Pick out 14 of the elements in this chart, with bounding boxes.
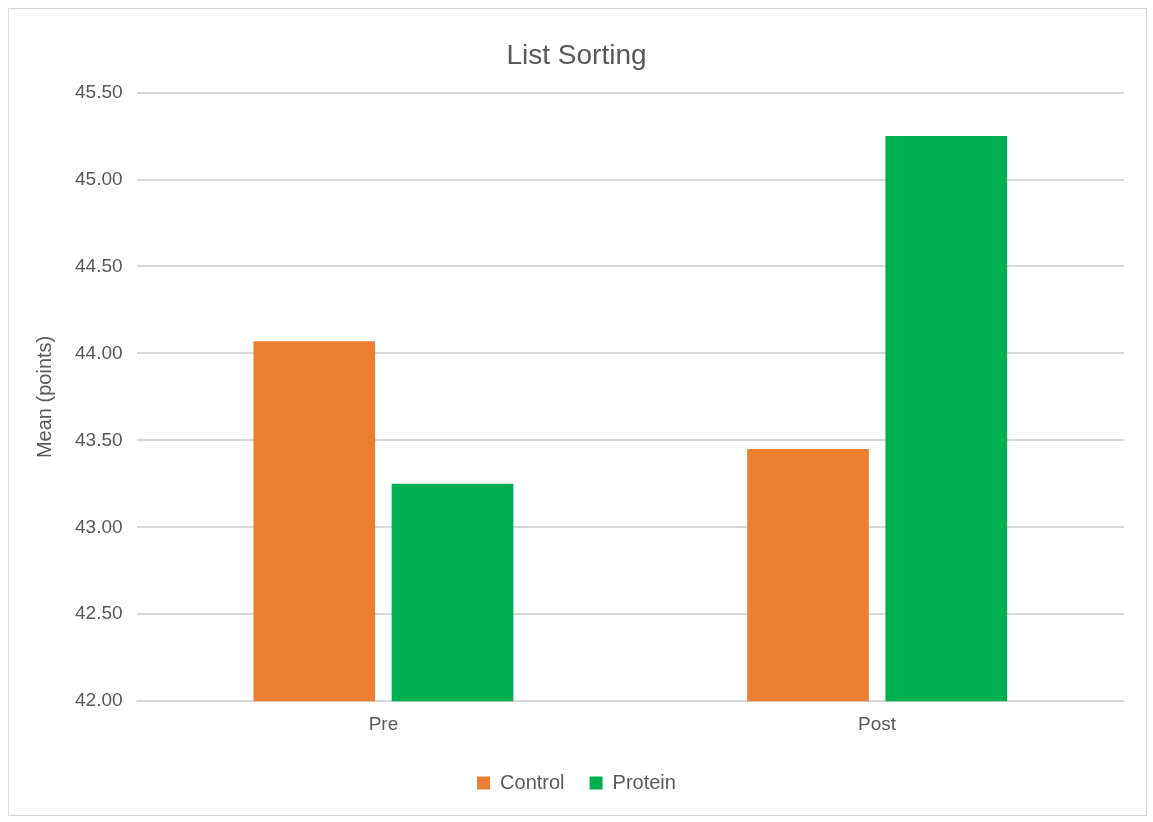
chart-title: List Sorting xyxy=(506,38,647,70)
y-tick-label: 43.00 xyxy=(75,515,123,537)
y-tick-label: 44.00 xyxy=(75,341,123,363)
y-tick-label: 45.50 xyxy=(75,80,123,102)
y-tick-label: 44.50 xyxy=(75,254,123,276)
legend-label: Protein xyxy=(612,770,676,793)
legend-label: Control xyxy=(500,770,565,793)
y-tick-label: 45.00 xyxy=(75,167,123,189)
y-axis-title: Mean (points) xyxy=(32,335,55,459)
x-tick-label: Post xyxy=(858,712,897,734)
y-tick-label: 42.50 xyxy=(75,602,123,624)
x-tick-label: Pre xyxy=(368,712,399,734)
y-tick-label: 43.50 xyxy=(75,428,123,450)
y-tick-label: 42.00 xyxy=(75,689,123,711)
